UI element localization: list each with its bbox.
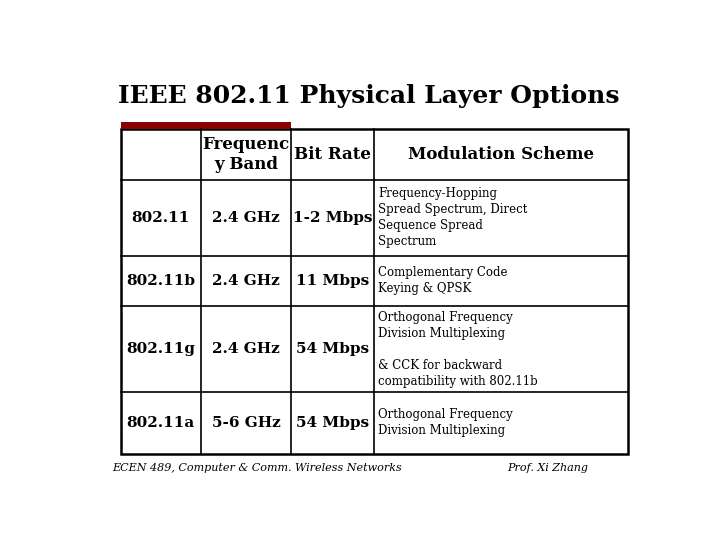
Text: 54 Mbps: 54 Mbps: [296, 342, 369, 356]
Text: ECEN 489, Computer & Comm. Wireless Networks: ECEN 489, Computer & Comm. Wireless Netw…: [112, 463, 402, 473]
Text: 802.11a: 802.11a: [127, 416, 195, 430]
Text: IEEE 802.11 Physical Layer Options: IEEE 802.11 Physical Layer Options: [118, 84, 619, 107]
Text: 54 Mbps: 54 Mbps: [296, 416, 369, 430]
Text: Complementary Code
Keying & QPSK: Complementary Code Keying & QPSK: [378, 266, 508, 295]
Text: Modulation Scheme: Modulation Scheme: [408, 146, 594, 163]
Text: Orthogonal Frequency
Division Multiplexing

& CCK for backward
compatibility wit: Orthogonal Frequency Division Multiplexi…: [378, 311, 538, 388]
Text: Prof. Xi Zhang: Prof. Xi Zhang: [507, 463, 588, 473]
Text: 802.11: 802.11: [132, 211, 190, 225]
Text: 802.11b: 802.11b: [126, 274, 195, 288]
Text: 2.4 GHz: 2.4 GHz: [212, 274, 280, 288]
Text: 11 Mbps: 11 Mbps: [296, 274, 369, 288]
Text: 2.4 GHz: 2.4 GHz: [212, 342, 280, 356]
Text: 5-6 GHz: 5-6 GHz: [212, 416, 281, 430]
Bar: [121, 129, 629, 454]
Text: Bit Rate: Bit Rate: [294, 146, 371, 163]
Text: 802.11g: 802.11g: [126, 342, 195, 356]
Text: 1-2 Mbps: 1-2 Mbps: [293, 211, 372, 225]
Text: 2.4 GHz: 2.4 GHz: [212, 211, 280, 225]
Bar: [121, 122, 292, 129]
Text: Frequenc
y Band: Frequenc y Band: [202, 136, 289, 173]
Text: Orthogonal Frequency
Division Multiplexing: Orthogonal Frequency Division Multiplexi…: [378, 408, 513, 437]
Text: Frequency-Hopping
Spread Spectrum, Direct
Sequence Spread
Spectrum: Frequency-Hopping Spread Spectrum, Direc…: [378, 187, 528, 248]
